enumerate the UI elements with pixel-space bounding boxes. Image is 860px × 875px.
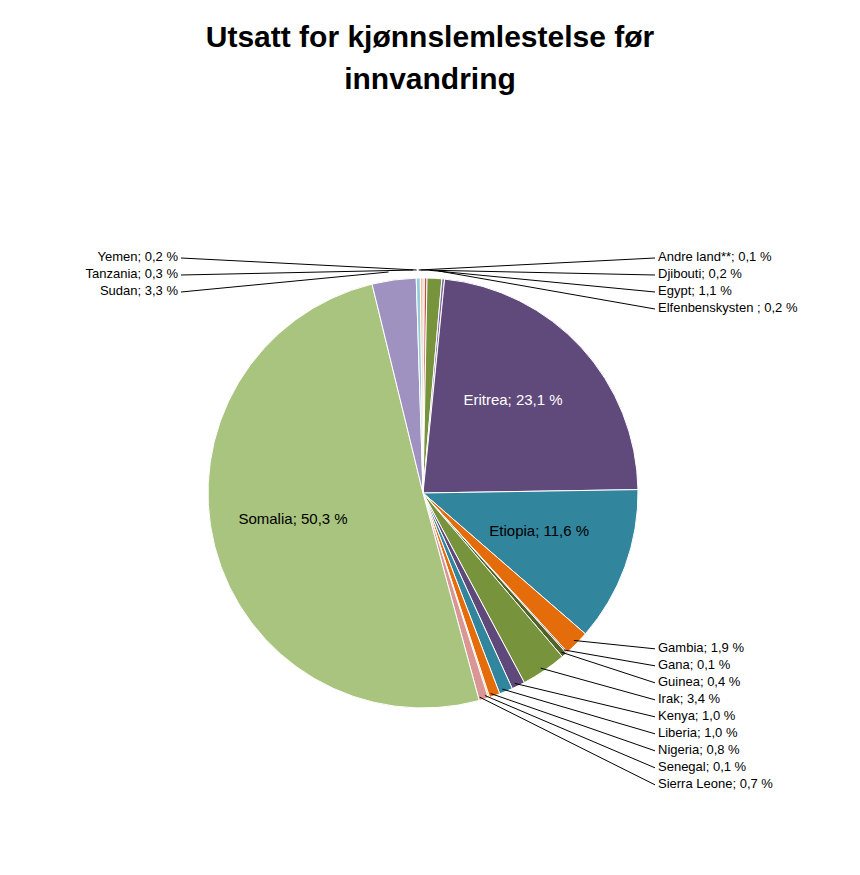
svg-text:Gambia; 1,9 %: Gambia; 1,9 % [658,640,744,655]
svg-text:Nigeria; 0,8 %: Nigeria; 0,8 % [658,742,740,757]
svg-text:Guinea; 0,4 %: Guinea; 0,4 % [658,674,741,689]
svg-text:Sudan; 3,3 %: Sudan; 3,3 % [100,283,178,298]
svg-text:Yemen; 0,2 %: Yemen; 0,2 % [98,249,179,264]
svg-text:Djibouti; 0,2 %: Djibouti; 0,2 % [658,266,742,281]
svg-text:Kenya; 1,0 %: Kenya; 1,0 % [658,708,736,723]
svg-text:Tanzania; 0,3 %: Tanzania; 0,3 % [85,266,178,281]
svg-text:Gana; 0,1 %: Gana; 0,1 % [658,657,731,672]
svg-text:Sierra Leone; 0,7 %: Sierra Leone; 0,7 % [658,776,773,791]
svg-text:Somalia; 50,3 %: Somalia; 50,3 % [238,510,347,527]
svg-text:Eritrea; 23,1 %: Eritrea; 23,1 % [463,391,562,408]
svg-text:Liberia; 1,0 %: Liberia; 1,0 % [658,725,738,740]
svg-text:Etiopia; 11,6 %: Etiopia; 11,6 % [489,522,589,539]
svg-text:Andre land**; 0,1 %: Andre land**; 0,1 % [658,249,772,264]
svg-text:Egypt; 1,1 %: Egypt; 1,1 % [658,283,732,298]
svg-text:Senegal; 0,1 %: Senegal; 0,1 % [658,759,747,774]
svg-text:Irak; 3,4 %: Irak; 3,4 % [658,691,721,706]
svg-text:Elfenbenskysten ; 0,2 %: Elfenbenskysten ; 0,2 % [658,300,798,315]
html-text:Utsatt for kjønnslemlestelse f: Utsatt for kjønnslemlestelse før innvand… [205,20,655,95]
